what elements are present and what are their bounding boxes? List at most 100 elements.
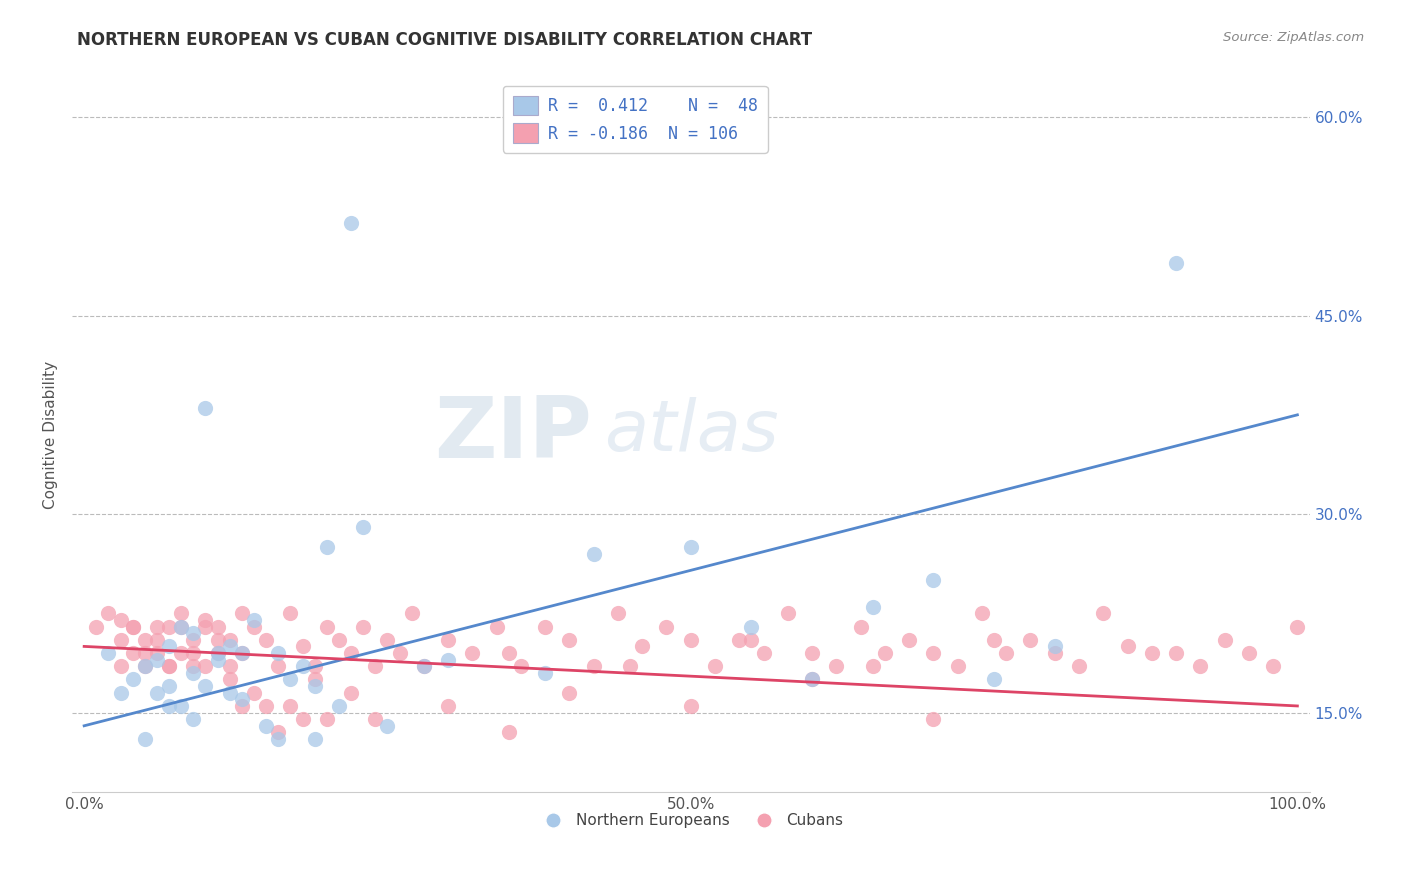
Point [97, 607, 120, 621]
Point [437, 653, 460, 667]
Point [170, 619, 193, 633]
Point [509, 659, 531, 673]
Point [267, 646, 290, 660]
Point [582, 547, 605, 561]
Point [97, 646, 120, 660]
Point [157, 640, 180, 654]
Point [304, 732, 326, 747]
Point [728, 632, 751, 647]
Point [146, 686, 169, 700]
Point [280, 673, 302, 687]
Point [437, 698, 460, 713]
Point [157, 659, 180, 673]
Point [110, 686, 132, 700]
Point [84, 619, 107, 633]
Point [170, 619, 193, 633]
Point [207, 619, 229, 633]
Point [1237, 646, 1260, 660]
Point [157, 679, 180, 693]
Text: atlas: atlas [605, 397, 779, 466]
Point [1164, 646, 1187, 660]
Point [194, 619, 217, 633]
Point [1092, 607, 1115, 621]
Point [121, 646, 143, 660]
Point [231, 646, 253, 660]
Point [218, 659, 240, 673]
Point [146, 646, 169, 660]
Point [121, 619, 143, 633]
Point [218, 640, 240, 654]
Point [679, 632, 702, 647]
Point [304, 659, 326, 673]
Point [194, 401, 217, 416]
Point [983, 632, 1005, 647]
Point [121, 673, 143, 687]
Point [218, 673, 240, 687]
Point [558, 686, 581, 700]
Point [194, 613, 217, 627]
Point [291, 640, 314, 654]
Point [704, 659, 727, 673]
Point [243, 686, 266, 700]
Point [194, 659, 217, 673]
Point [1189, 659, 1212, 673]
Point [801, 646, 824, 660]
Point [862, 599, 884, 614]
Point [183, 665, 205, 680]
Point [631, 640, 654, 654]
Point [377, 632, 399, 647]
Text: NORTHERN EUROPEAN VS CUBAN COGNITIVE DISABILITY CORRELATION CHART: NORTHERN EUROPEAN VS CUBAN COGNITIVE DIS… [77, 31, 813, 49]
Point [170, 607, 193, 621]
Point [157, 698, 180, 713]
Point [254, 719, 277, 733]
Point [364, 659, 387, 673]
Point [304, 673, 326, 687]
Point [607, 607, 630, 621]
Point [134, 659, 156, 673]
Point [498, 646, 520, 660]
Point [134, 632, 156, 647]
Point [898, 632, 921, 647]
Point [110, 659, 132, 673]
Point [291, 659, 314, 673]
Point [1067, 659, 1090, 673]
Point [110, 632, 132, 647]
Point [110, 613, 132, 627]
Point [183, 646, 205, 660]
Point [254, 632, 277, 647]
Point [315, 619, 337, 633]
Point [207, 646, 229, 660]
Point [146, 619, 169, 633]
Point [922, 712, 945, 726]
Point [121, 619, 143, 633]
Point [340, 216, 363, 230]
Point [243, 613, 266, 627]
Point [1164, 255, 1187, 269]
Point [655, 619, 678, 633]
Point [995, 646, 1018, 660]
Point [231, 692, 253, 706]
Point [461, 646, 484, 660]
Point [873, 646, 896, 660]
Point [267, 732, 290, 747]
Point [437, 632, 460, 647]
Point [304, 679, 326, 693]
Point [364, 712, 387, 726]
Y-axis label: Cognitive Disability: Cognitive Disability [44, 360, 58, 508]
Point [1043, 646, 1066, 660]
Point [1019, 632, 1042, 647]
Point [328, 698, 350, 713]
Point [1213, 632, 1236, 647]
Point [218, 686, 240, 700]
Point [1140, 646, 1163, 660]
Point [922, 574, 945, 588]
Point [740, 619, 762, 633]
Point [983, 673, 1005, 687]
Point [231, 607, 253, 621]
Point [207, 653, 229, 667]
Point [740, 632, 762, 647]
Text: ZIP: ZIP [434, 393, 592, 476]
Point [183, 659, 205, 673]
Point [1286, 619, 1309, 633]
Point [498, 725, 520, 739]
